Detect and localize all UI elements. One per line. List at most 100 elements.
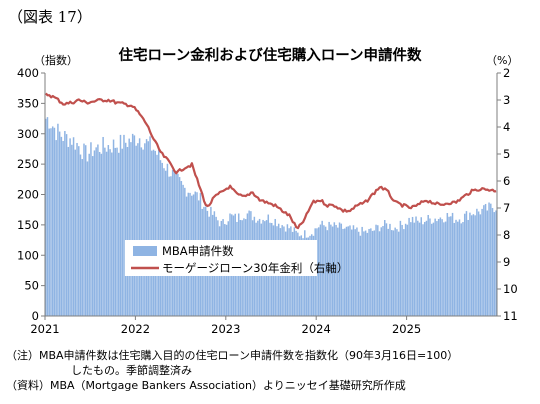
bar xyxy=(95,147,97,316)
bar xyxy=(84,145,87,316)
bar xyxy=(453,222,456,316)
bar xyxy=(93,150,96,316)
bar xyxy=(490,203,492,316)
left-tick-label: 0 xyxy=(32,309,39,323)
left-tick-label: 400 xyxy=(17,66,39,80)
bar xyxy=(88,153,90,316)
bar xyxy=(450,216,452,316)
bar xyxy=(64,131,66,316)
right-axis-unit: （%） xyxy=(486,54,519,67)
bar xyxy=(455,219,457,316)
right-tick-label: 8 xyxy=(503,228,510,242)
bar xyxy=(142,149,144,316)
x-tick-label: 2021 xyxy=(30,322,59,336)
right-tick-label: 9 xyxy=(503,255,510,269)
bar xyxy=(491,208,494,316)
bar xyxy=(123,134,125,316)
right-tick-label: 2 xyxy=(503,66,510,80)
bar xyxy=(354,229,356,316)
bar xyxy=(394,227,396,316)
bar xyxy=(65,134,68,316)
bar xyxy=(166,163,169,316)
bar xyxy=(81,159,83,316)
bar xyxy=(344,228,346,316)
bar xyxy=(366,232,369,316)
bar xyxy=(350,229,353,316)
legend-bar-swatch xyxy=(133,246,157,256)
bar xyxy=(382,225,384,316)
bar xyxy=(60,136,63,316)
bar xyxy=(128,138,130,316)
bar xyxy=(330,224,332,316)
x-tick-label: 2024 xyxy=(302,322,331,336)
bar xyxy=(486,210,489,316)
bar xyxy=(446,213,449,316)
bar xyxy=(90,142,92,316)
bar xyxy=(323,225,325,316)
bar xyxy=(79,154,82,316)
bar xyxy=(109,149,111,316)
bar xyxy=(470,215,473,316)
bar xyxy=(384,220,386,316)
bar xyxy=(121,148,123,316)
bar xyxy=(159,160,162,316)
bar xyxy=(396,229,398,316)
bar xyxy=(410,222,412,316)
bar xyxy=(371,230,374,316)
right-tick-label: 11 xyxy=(503,309,518,323)
axes: 0 50 100 150 200 250 300 350 400 2 3 4 5 6 7 8 9 10 11 2021… xyxy=(17,66,518,336)
bar xyxy=(441,219,443,316)
left-tick-label: 50 xyxy=(24,279,39,293)
bar xyxy=(74,149,77,316)
right-tick-label: 4 xyxy=(503,120,510,134)
bar xyxy=(124,142,127,316)
bar xyxy=(53,127,56,316)
bar xyxy=(423,221,426,316)
bar xyxy=(333,222,336,316)
bar xyxy=(397,231,400,316)
x-tick-label: 2022 xyxy=(121,322,150,336)
bar xyxy=(404,223,407,316)
bar xyxy=(352,225,355,316)
bar xyxy=(495,210,497,316)
bar xyxy=(144,143,146,316)
bar xyxy=(114,147,117,316)
bar xyxy=(112,139,115,316)
x-tick-label: 2023 xyxy=(211,322,240,336)
bar xyxy=(463,213,466,316)
left-tick-label: 200 xyxy=(17,188,39,202)
bar xyxy=(467,219,469,316)
bar xyxy=(368,228,370,316)
bar xyxy=(98,151,101,316)
bar xyxy=(58,131,61,316)
bar xyxy=(161,162,163,316)
bar xyxy=(448,216,450,316)
bar xyxy=(432,222,435,316)
bar xyxy=(45,118,47,316)
bar xyxy=(408,217,410,316)
legend: MBA申請件数 モーゲージローン30年金利（右軸） xyxy=(125,240,348,276)
bar xyxy=(477,211,480,316)
bar xyxy=(140,147,143,316)
bar xyxy=(340,223,343,316)
bar xyxy=(443,222,445,316)
bar xyxy=(479,214,482,316)
source-note: （資料）MBA（Mortgage Bankers Association）よりニ… xyxy=(6,379,406,392)
bar xyxy=(51,126,54,316)
bar xyxy=(417,220,419,316)
bar xyxy=(48,128,50,316)
bar xyxy=(411,216,414,316)
bar xyxy=(145,139,148,316)
bar xyxy=(493,212,496,316)
bar xyxy=(151,150,153,316)
bar xyxy=(107,145,110,316)
bar xyxy=(156,154,158,316)
bar xyxy=(342,228,344,316)
bar xyxy=(319,224,322,316)
bar xyxy=(361,226,363,316)
bar xyxy=(484,203,487,316)
bar xyxy=(472,214,475,316)
bar xyxy=(451,212,454,316)
chart-title: 住宅ローン金利および住宅購入ローン申請件数 xyxy=(118,48,422,64)
bar xyxy=(462,221,464,316)
